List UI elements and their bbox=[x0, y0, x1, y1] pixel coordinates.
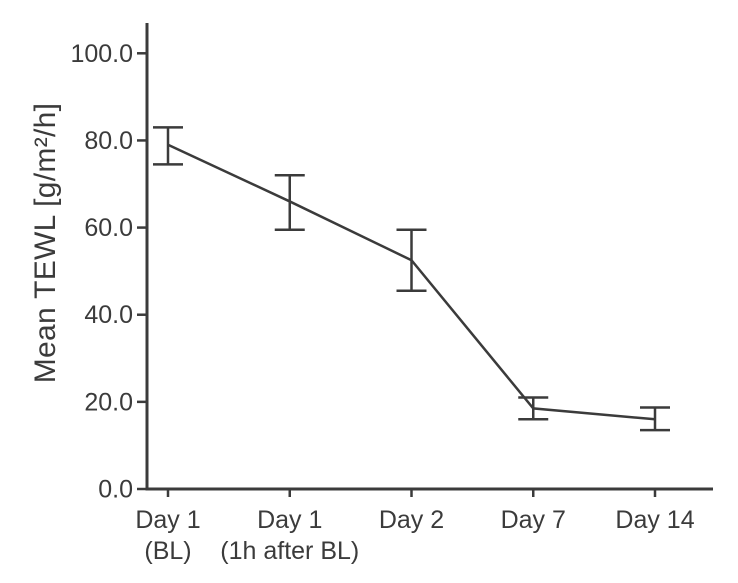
x-tick-label: Day 14 bbox=[615, 506, 694, 534]
data-line bbox=[167, 143, 656, 421]
x-tick-label: Day 1 bbox=[135, 506, 200, 534]
y-tick-label: 100.0 bbox=[70, 40, 133, 68]
x-tick-label: Day 7 bbox=[501, 506, 566, 534]
y-tick-label: 20.0 bbox=[84, 388, 133, 416]
y-tick-label: 0.0 bbox=[98, 476, 133, 504]
y-tick-label: 40.0 bbox=[84, 301, 133, 329]
x-tick-label: (BL) bbox=[144, 537, 191, 565]
x-tick-label: (1h after BL) bbox=[220, 537, 359, 565]
y-axis-title: Mean TEWL [g/m²/h] bbox=[29, 102, 62, 384]
x-tick-label: Day 2 bbox=[379, 506, 444, 534]
y-tick-label: 60.0 bbox=[84, 214, 133, 242]
x-tick-label: Day 1 bbox=[257, 506, 322, 534]
y-tick-label: 80.0 bbox=[84, 127, 133, 155]
